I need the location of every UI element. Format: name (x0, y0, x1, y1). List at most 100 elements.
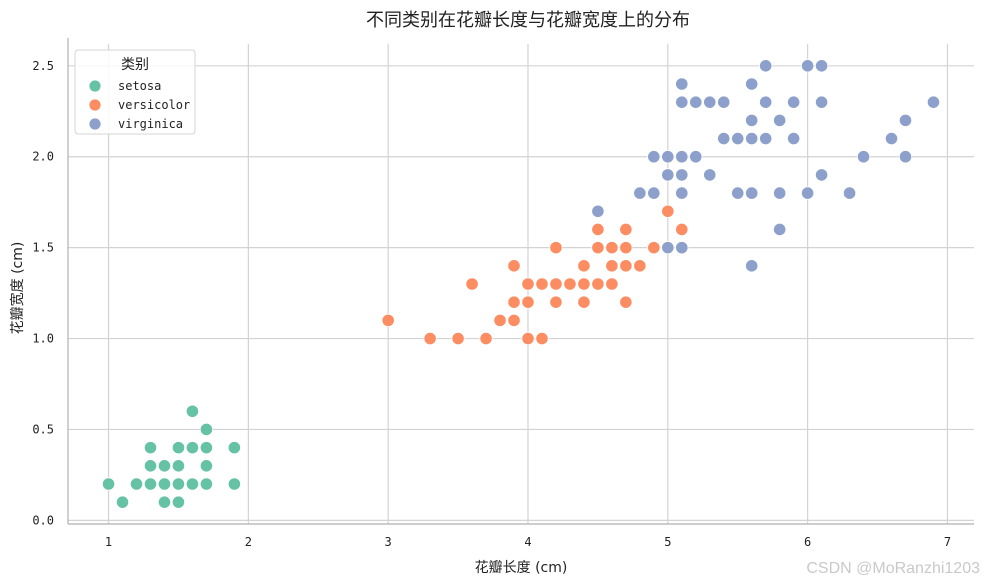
data-point (731, 186, 745, 200)
data-point (759, 59, 773, 73)
data-point (143, 477, 158, 491)
data-point (717, 95, 731, 109)
x-tick-label: 4 (524, 535, 531, 549)
x-tick-label: 6 (804, 535, 811, 549)
data-point (745, 77, 759, 91)
y-tick-label: 1.5 (32, 241, 54, 255)
data-point (661, 204, 675, 218)
data-point (185, 404, 200, 418)
data-point (703, 95, 717, 109)
data-point (577, 259, 591, 273)
data-point (842, 186, 857, 200)
data-point (479, 331, 493, 346)
data-point (199, 422, 214, 437)
data-point (521, 277, 535, 291)
data-point (689, 95, 703, 109)
data-point (199, 441, 214, 455)
legend-label: virginica (118, 117, 183, 131)
data-point (605, 259, 619, 273)
data-point (157, 495, 172, 509)
data-point (675, 222, 689, 237)
axes (67, 38, 974, 525)
data-point (647, 150, 661, 164)
data-point (381, 313, 395, 327)
data-point (717, 131, 731, 146)
data-point (815, 168, 829, 182)
data-point (647, 241, 661, 255)
data-point (227, 441, 241, 455)
legend-title: 类别 (121, 57, 149, 73)
data-point (493, 313, 507, 327)
data-point (535, 277, 549, 291)
data-point (521, 295, 535, 309)
y-tick-label: 2.5 (32, 59, 54, 73)
data-point (157, 459, 172, 473)
data-point (423, 331, 437, 346)
data-point (619, 222, 633, 237)
data-point (759, 95, 773, 109)
data-point (633, 186, 647, 200)
data-point (465, 277, 479, 291)
series-versicolor (381, 204, 689, 346)
data-point (661, 150, 675, 164)
y-tick-label: 0.0 (32, 513, 54, 527)
data-point (507, 259, 521, 273)
data-point (171, 495, 186, 509)
data-point (549, 295, 563, 309)
data-point (703, 168, 717, 182)
watermark: CSDN @MoRanzhi1203 (806, 560, 980, 577)
data-point (577, 277, 591, 291)
legend-box (74, 49, 196, 135)
legend-label: setosa (118, 79, 161, 93)
data-point (619, 241, 633, 255)
data-point (101, 477, 116, 491)
data-point (926, 95, 941, 109)
data-point (759, 131, 773, 146)
y-tick-label: 2.0 (32, 150, 54, 164)
x-tick-label: 1 (105, 535, 112, 549)
data-point (884, 131, 899, 146)
y-axis-label: 花瓣宽度 (cm) (9, 242, 26, 335)
series-setosa (101, 404, 241, 509)
data-point (171, 441, 186, 455)
legend-marker (88, 98, 102, 112)
data-point (745, 113, 759, 127)
data-point (661, 168, 675, 182)
data-point (801, 59, 815, 73)
x-axis-label: 花瓣长度 (cm) (475, 560, 568, 576)
series-virginica (591, 59, 941, 273)
data-point (675, 150, 689, 164)
legend-label: versicolor (118, 98, 190, 112)
data-point (227, 477, 241, 491)
data-point (675, 241, 689, 255)
data-point (689, 150, 703, 164)
data-point (619, 295, 633, 309)
data-point (605, 277, 619, 291)
data-point (535, 331, 549, 346)
data-point (898, 113, 913, 127)
data-point (563, 277, 577, 291)
data-point (199, 477, 214, 491)
data-point (815, 59, 829, 73)
legend: 类别 setosa versicolor virginica (74, 49, 196, 135)
data-point (157, 477, 172, 491)
data-point (199, 459, 214, 473)
data-point (787, 131, 801, 146)
data-point (521, 331, 535, 346)
data-point (143, 459, 158, 473)
data-point (591, 204, 605, 218)
data-point (605, 241, 619, 255)
data-point (577, 295, 591, 309)
data-point (675, 186, 689, 200)
data-point (856, 150, 871, 164)
data-point (633, 259, 647, 273)
data-point (549, 241, 563, 255)
x-tick-label: 2 (245, 535, 252, 549)
data-points (101, 59, 941, 509)
data-point (675, 77, 689, 91)
data-point (549, 277, 563, 291)
data-point (675, 168, 689, 182)
data-point (815, 95, 829, 109)
data-point (675, 95, 689, 109)
y-tick-label: 1.0 (32, 332, 54, 346)
